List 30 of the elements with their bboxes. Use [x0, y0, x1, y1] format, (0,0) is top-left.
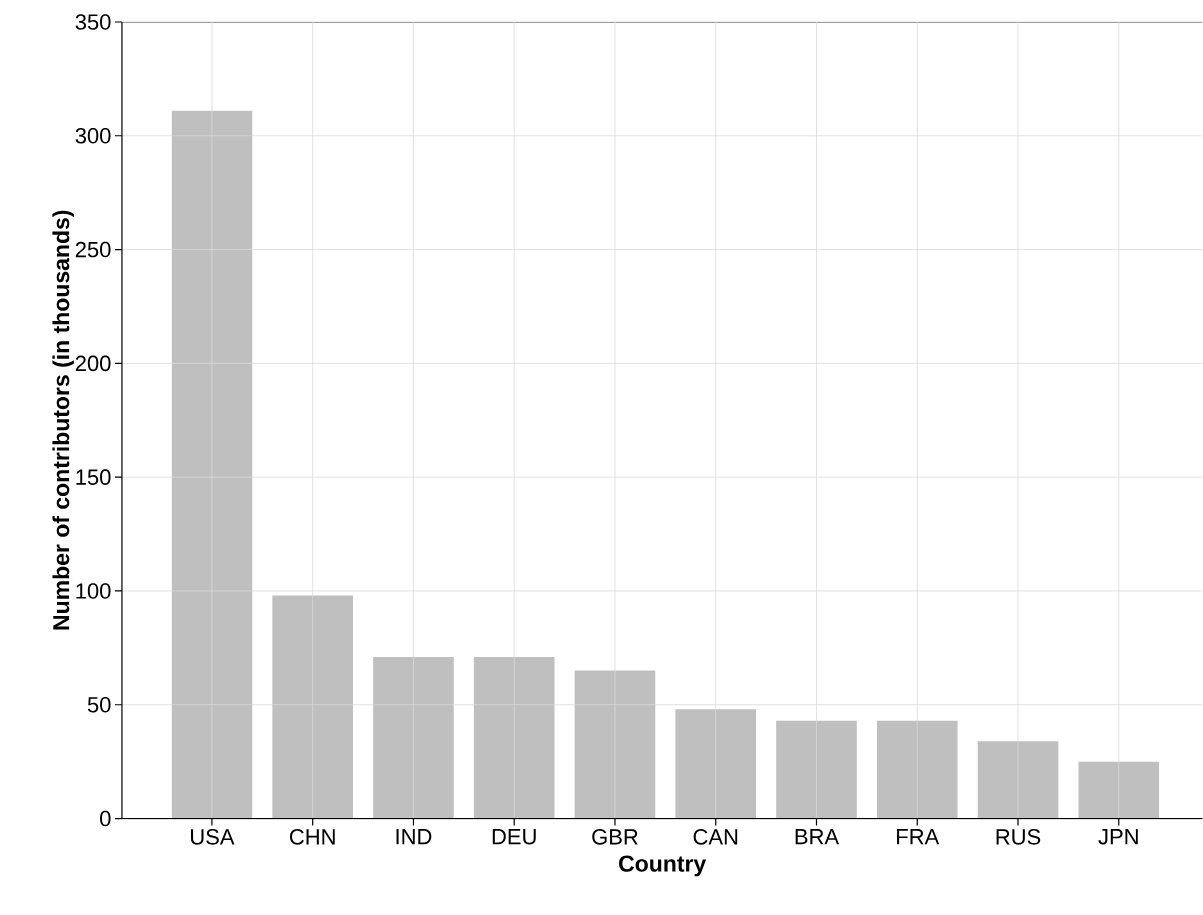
bar	[574, 670, 656, 819]
x-tick-label: FRA	[897, 829, 940, 845]
x-tick-label: BRA	[795, 829, 840, 845]
bar	[272, 595, 353, 819]
x-tick-label: CAN	[693, 829, 738, 845]
bar	[171, 110, 253, 819]
y-tick-label: 200	[75, 355, 111, 372]
y-tick-label: 0	[100, 811, 111, 827]
bar	[776, 720, 857, 819]
x-tick-label: CHN	[289, 829, 335, 845]
x-axis-title: Country	[619, 855, 707, 877]
bar	[876, 720, 958, 819]
x-tick-label: DEU	[492, 829, 536, 845]
y-tick-label: 100	[76, 583, 111, 599]
bar	[473, 657, 555, 819]
x-tick-label: JPN	[1098, 829, 1138, 845]
x-tick-label: RUS	[996, 829, 1041, 845]
x-tick-label: GBR	[592, 829, 638, 845]
y-tick-label: 150	[76, 469, 111, 486]
bar	[1078, 761, 1160, 819]
y-tick-label: 250	[75, 242, 111, 258]
y-axis-title: Number of contributors (in thousands)	[52, 210, 74, 630]
x-tick-label: USA	[191, 829, 235, 845]
x-tick-label: IND	[396, 829, 432, 845]
y-tick-label: 350	[75, 14, 111, 31]
bar	[675, 709, 757, 819]
bar	[373, 657, 454, 819]
y-tick-label: 300	[75, 128, 111, 144]
bar	[977, 741, 1059, 819]
y-tick-label: 50	[87, 697, 111, 713]
